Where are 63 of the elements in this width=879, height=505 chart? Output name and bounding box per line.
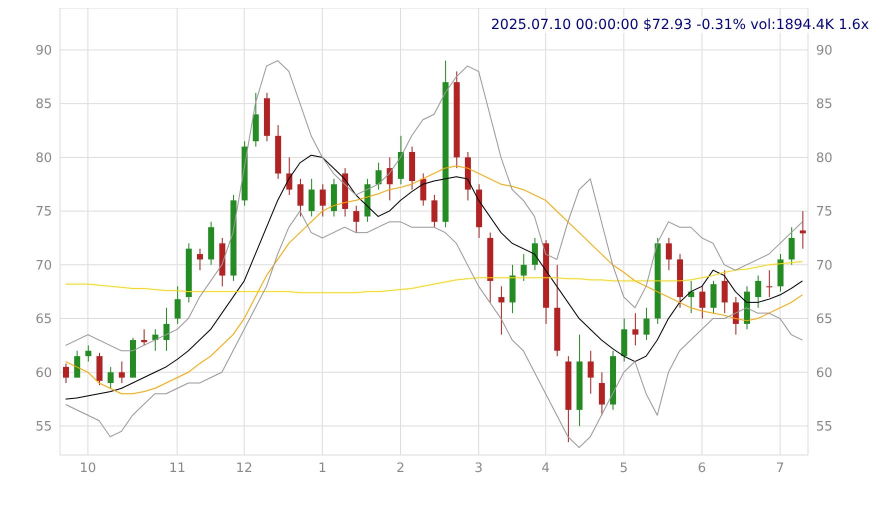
y2-tick-label: 60 <box>816 366 833 381</box>
candlestick <box>431 194 438 228</box>
candlestick <box>63 363 69 384</box>
candlestick <box>376 162 382 190</box>
candlestick <box>297 178 304 217</box>
x-tick-label: 11 <box>168 461 186 476</box>
y2-tick-label: 55 <box>816 420 833 435</box>
y2-tick-label: 85 <box>816 97 833 112</box>
candlestick <box>666 237 672 271</box>
x-tick-label: 6 <box>698 461 706 476</box>
candlestick <box>118 361 125 384</box>
line-series <box>65 210 803 448</box>
candlestick <box>196 248 203 271</box>
line-series <box>65 60 803 352</box>
candlestick <box>141 328 148 346</box>
y2-tick-label: 65 <box>816 312 833 328</box>
y-tick-label: 60 <box>35 366 52 381</box>
candlestick <box>174 286 181 324</box>
x-tick-label: 12 <box>236 461 252 476</box>
candlestick <box>353 205 360 234</box>
candlestick <box>588 350 594 394</box>
candlestick <box>710 280 717 314</box>
y2-tick-label: 80 <box>816 150 833 166</box>
candlestick <box>152 328 158 352</box>
y-tick-label: 80 <box>35 150 52 166</box>
candlestick <box>755 275 762 308</box>
y2-tick-label: 75 <box>816 204 833 220</box>
candlestick <box>732 296 739 336</box>
line-series <box>65 261 803 294</box>
candlestick <box>85 344 92 362</box>
candlestick <box>320 184 326 217</box>
candlestick <box>800 210 806 250</box>
candlestick <box>386 156 393 201</box>
y-tick-label: 70 <box>35 258 52 274</box>
x-tick-label: 7 <box>776 461 784 476</box>
candlestick <box>163 307 170 352</box>
candlestick <box>308 178 315 217</box>
x-tick-label: 10 <box>80 461 96 476</box>
x-tick-label: 3 <box>474 461 483 476</box>
x-tick-label: 1 <box>318 461 326 476</box>
candlestick <box>766 270 772 298</box>
candlestick <box>632 312 638 346</box>
candlestick <box>532 237 538 271</box>
candlestick <box>498 286 504 336</box>
x-tick-label: 5 <box>620 461 628 476</box>
candlestick <box>598 372 605 416</box>
text: 2025.07.10 00:00:00 $72.93 -0.31% vol:1894.4K 1.6x <box>491 17 869 33</box>
y-tick-label: 65 <box>35 312 52 328</box>
candlestick <box>722 270 728 314</box>
x-tick-label: 2 <box>396 461 405 476</box>
y-tick-label: 85 <box>35 97 52 112</box>
candlestick <box>699 286 706 320</box>
candlestick <box>644 307 650 341</box>
candlestick <box>108 366 114 389</box>
candlestick <box>788 226 795 266</box>
y-tick-label: 55 <box>35 420 52 435</box>
candlestick <box>520 254 527 282</box>
y2-tick-label: 90 <box>816 44 833 59</box>
candlestick <box>420 172 426 206</box>
y2-tick-label: 70 <box>816 258 833 274</box>
y-tick-label: 90 <box>35 44 52 59</box>
x-tick-label: 4 <box>542 461 550 476</box>
y-tick-label: 75 <box>35 204 52 220</box>
